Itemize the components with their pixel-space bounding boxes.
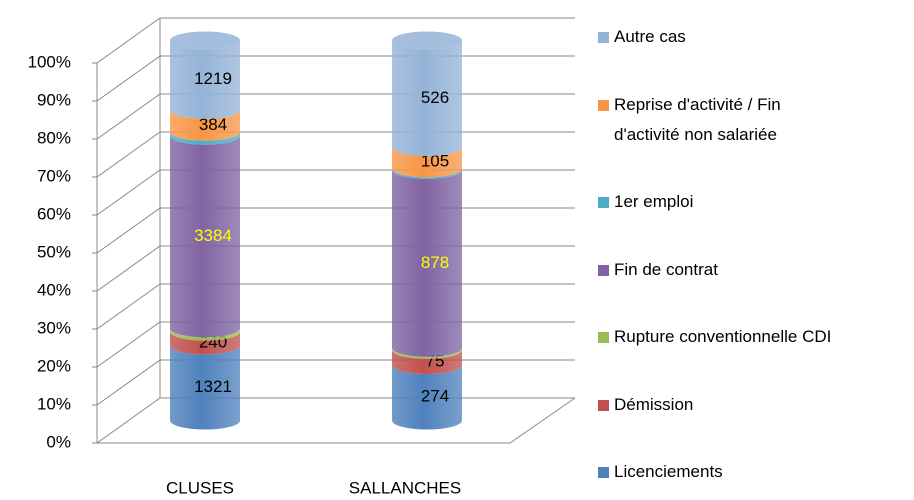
y-tick-label: 40% <box>37 280 71 299</box>
cylinder-segment <box>170 131 240 145</box>
legend-label: Reprise d'activité / Fin d'activité non … <box>614 94 781 144</box>
y-tick-label: 90% <box>37 90 71 109</box>
data-label: 878 <box>421 253 449 272</box>
legend-swatch <box>598 197 609 208</box>
cylinder-segment <box>170 135 240 338</box>
legend-label: Autre cas <box>614 27 686 46</box>
cylinder-top <box>170 31 240 50</box>
y-tick-label: 0% <box>46 432 71 451</box>
y-tick-label: 100% <box>28 52 71 71</box>
y-tick-label: 80% <box>37 128 71 147</box>
cylinder-segment <box>170 40 240 119</box>
data-label: 274 <box>421 387 449 406</box>
legend-swatch <box>598 467 609 478</box>
legend-swatch <box>598 32 609 43</box>
data-label: 1321 <box>194 377 232 396</box>
y-tick-label: 60% <box>37 204 71 223</box>
y-tick-label: 20% <box>37 356 71 375</box>
legend-swatch <box>598 99 609 111</box>
legend-label: Fin de contrat <box>614 259 718 279</box>
data-label: 105 <box>421 152 449 171</box>
legend-item: Reprise d'activité / Fin d'activité non … <box>598 90 834 150</box>
cylinder-segment <box>392 347 462 359</box>
legend-item: Démission <box>598 390 834 420</box>
x-tick-label: SALLANCHES <box>349 478 461 497</box>
y-tick-label: 70% <box>37 166 71 185</box>
cylinder-segment <box>392 168 462 179</box>
cylinder-segment <box>170 109 240 141</box>
cylinder-segment <box>170 328 240 341</box>
legend-label: Démission <box>614 394 694 414</box>
legend: Autre cas Reprise d'activité / Fin d'acti… <box>598 22 834 487</box>
cylinder-segment <box>392 364 462 430</box>
legend-swatch <box>598 332 609 343</box>
cylinder-top <box>392 31 462 50</box>
cylinder-segment <box>392 40 462 157</box>
floor <box>97 397 576 444</box>
legend-item: Rupture conventionnelle CDI <box>598 322 834 352</box>
y-tick-label: 50% <box>37 242 71 261</box>
data-label: 1219 <box>194 69 232 88</box>
y-tick-label: 30% <box>37 318 71 337</box>
legend-swatch <box>598 264 609 276</box>
data-label: 526 <box>421 88 449 107</box>
legend-item: Fin de contrat <box>598 255 834 285</box>
legend-item: Licenciements <box>598 457 834 487</box>
cylinder-segment <box>170 331 240 355</box>
legend-label: Rupture conventionnelle CDI <box>614 327 832 346</box>
cylinder-segment <box>392 349 462 374</box>
cylinder-segment <box>392 169 462 357</box>
legend-item: Autre cas <box>598 22 834 52</box>
legend-label: Licenciements <box>614 462 723 481</box>
data-label: 384 <box>199 115 227 134</box>
x-tick-label: CLUSES <box>166 478 234 497</box>
legend-swatch <box>598 399 609 411</box>
legend-label: 1er emploi <box>614 192 694 211</box>
grid-line <box>96 17 575 64</box>
legend-item: 1er emploi <box>598 187 834 217</box>
cylinder-segment <box>170 345 240 430</box>
cylinder-segment <box>392 147 462 178</box>
y-tick-label: 10% <box>37 394 71 413</box>
data-label: 3384 <box>194 226 232 245</box>
grid-line <box>96 397 575 444</box>
